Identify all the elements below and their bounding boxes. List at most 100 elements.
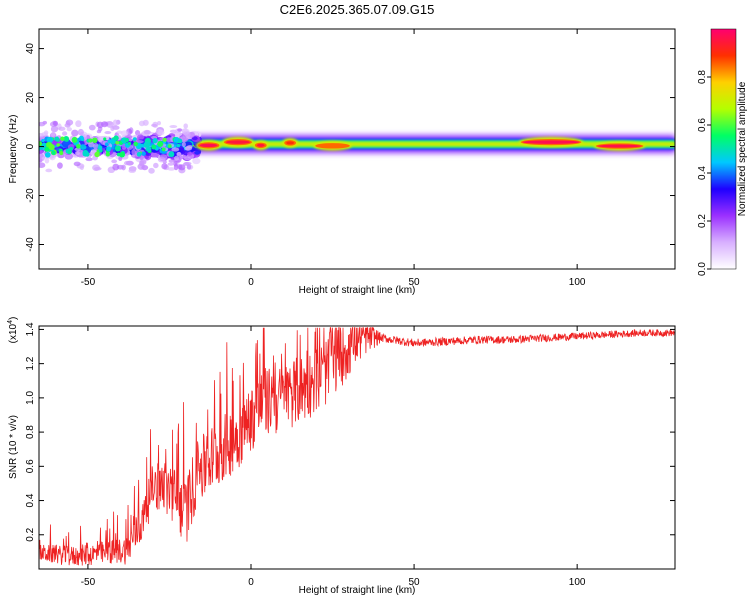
spectral-core bbox=[60, 136, 65, 141]
spectrogram-axes: -50 0 50 100 -40 -20 0 20 40 bbox=[25, 29, 675, 288]
spectrogram-x-tick-label: 50 bbox=[409, 277, 421, 288]
spectral-halo bbox=[57, 162, 63, 169]
spectral-halo bbox=[134, 130, 141, 136]
hotspot-core bbox=[286, 141, 295, 145]
hotspot-core bbox=[597, 144, 642, 148]
spectral-halo bbox=[65, 119, 74, 126]
spectral-halo bbox=[184, 131, 191, 139]
spectral-halo bbox=[66, 127, 72, 132]
spectral-core bbox=[76, 144, 81, 149]
hotspot-core bbox=[199, 143, 218, 148]
spectral-core bbox=[88, 138, 93, 143]
snr-panel: -50 0 50 100 0.2 0.4 0.6 0.8 1.0 1.2 1.4 Height of… bbox=[7, 317, 676, 596]
spectral-core bbox=[143, 141, 151, 148]
spectral-core bbox=[106, 146, 112, 152]
spectral-blob bbox=[187, 152, 193, 156]
spectral-halo bbox=[112, 163, 120, 171]
spectral-halo bbox=[74, 147, 81, 152]
spectral-halo bbox=[39, 162, 46, 169]
spectrogram-x-tick-label: -50 bbox=[81, 277, 96, 288]
spectral-halo bbox=[75, 120, 82, 128]
spectral-halo bbox=[71, 129, 79, 137]
spectral-halo bbox=[45, 168, 53, 173]
spectrogram-x-tick-label: 100 bbox=[569, 277, 586, 288]
spectral-halo bbox=[93, 167, 102, 171]
spectral-core bbox=[173, 138, 178, 143]
spectral-blob bbox=[194, 150, 201, 155]
spectral-halo bbox=[73, 161, 81, 167]
spectral-core bbox=[157, 140, 164, 147]
snr-y-tick-label: 0.2 bbox=[25, 527, 36, 541]
spectral-core bbox=[162, 137, 167, 142]
spectrogram-data bbox=[39, 119, 675, 174]
colorbar-tick-label: 0.0 bbox=[697, 262, 708, 276]
spectral-halo bbox=[158, 129, 165, 136]
spectral-core bbox=[177, 138, 183, 144]
spectral-halo bbox=[79, 165, 84, 171]
spectral-blob bbox=[39, 149, 43, 155]
spectral-core bbox=[41, 138, 45, 143]
colorbar-tick-label: 0.6 bbox=[697, 118, 708, 132]
spectral-halo bbox=[77, 128, 84, 136]
spectral-core bbox=[141, 151, 146, 156]
spectral-halo bbox=[161, 163, 168, 170]
spectral-core bbox=[63, 135, 70, 142]
spectrogram-x-axis-label: Height of straight line (km) bbox=[299, 285, 416, 296]
spectral-halo bbox=[139, 159, 147, 166]
snr-y-tick-label: 0.4 bbox=[25, 493, 36, 507]
spectral-core bbox=[59, 150, 64, 156]
spectral-core bbox=[105, 152, 110, 157]
spectral-core bbox=[67, 150, 72, 155]
colorbar-tick-label: 0.2 bbox=[697, 214, 708, 228]
hotspot-core bbox=[317, 144, 348, 148]
colorbar-label: Normalized spectral amplitude bbox=[737, 81, 748, 216]
spectrogram-y-tick-label: -20 bbox=[25, 188, 36, 203]
spectral-core bbox=[168, 151, 175, 158]
spectral-halo bbox=[176, 152, 182, 158]
snr-x-tick-label: 50 bbox=[409, 577, 421, 588]
spectrogram-y-tick-label: 20 bbox=[25, 92, 36, 104]
colorbar-ramp bbox=[710, 28, 737, 270]
spectral-core bbox=[105, 142, 109, 147]
spectral-core bbox=[41, 142, 47, 147]
spectral-core bbox=[94, 151, 100, 158]
spectral-halo bbox=[43, 130, 49, 136]
spectral-core bbox=[113, 135, 119, 141]
spectral-halo bbox=[165, 137, 174, 143]
spectral-halo bbox=[178, 164, 186, 171]
spectral-halo bbox=[171, 147, 180, 152]
spectral-halo bbox=[151, 123, 158, 127]
spectral-halo bbox=[183, 161, 192, 166]
spectral-core bbox=[82, 150, 89, 157]
snr-y-tick-label: 1.2 bbox=[25, 356, 36, 370]
spectrogram-y-axis-label: Frequency (Hz) bbox=[8, 115, 19, 184]
spectral-halo bbox=[75, 150, 80, 156]
spectral-halo bbox=[174, 155, 179, 161]
spectral-halo bbox=[61, 131, 68, 136]
spectral-halo bbox=[181, 141, 186, 147]
spectral-halo bbox=[50, 131, 56, 138]
snr-background bbox=[39, 326, 675, 569]
spectral-halo bbox=[52, 120, 59, 127]
spectral-halo bbox=[121, 164, 126, 171]
spectrogram-y-tick-label: 0 bbox=[25, 143, 36, 149]
spectral-halo bbox=[177, 128, 183, 132]
spectral-core bbox=[115, 140, 120, 145]
figure-title: C2E6.2025.365.07.09.G15 bbox=[280, 2, 435, 17]
spectral-halo bbox=[100, 139, 105, 145]
spectral-halo bbox=[169, 125, 178, 129]
snr-y-tick-label: 1.0 bbox=[25, 390, 36, 404]
spectral-halo bbox=[50, 125, 59, 133]
snr-series-line bbox=[39, 326, 675, 566]
colorbar-tick-label: 0.8 bbox=[697, 70, 708, 84]
spectral-halo bbox=[159, 154, 168, 160]
spectral-core bbox=[97, 145, 103, 150]
snr-axes: -50 0 50 100 0.2 0.4 0.6 0.8 1.0 1.2 1.4 bbox=[25, 322, 675, 588]
spectral-blob bbox=[192, 157, 201, 165]
spectral-blob bbox=[137, 134, 145, 140]
snr-x-tick-label: 0 bbox=[248, 577, 254, 588]
spectral-core bbox=[71, 136, 78, 143]
spectral-halo bbox=[58, 126, 66, 131]
spectral-blob bbox=[62, 144, 69, 149]
